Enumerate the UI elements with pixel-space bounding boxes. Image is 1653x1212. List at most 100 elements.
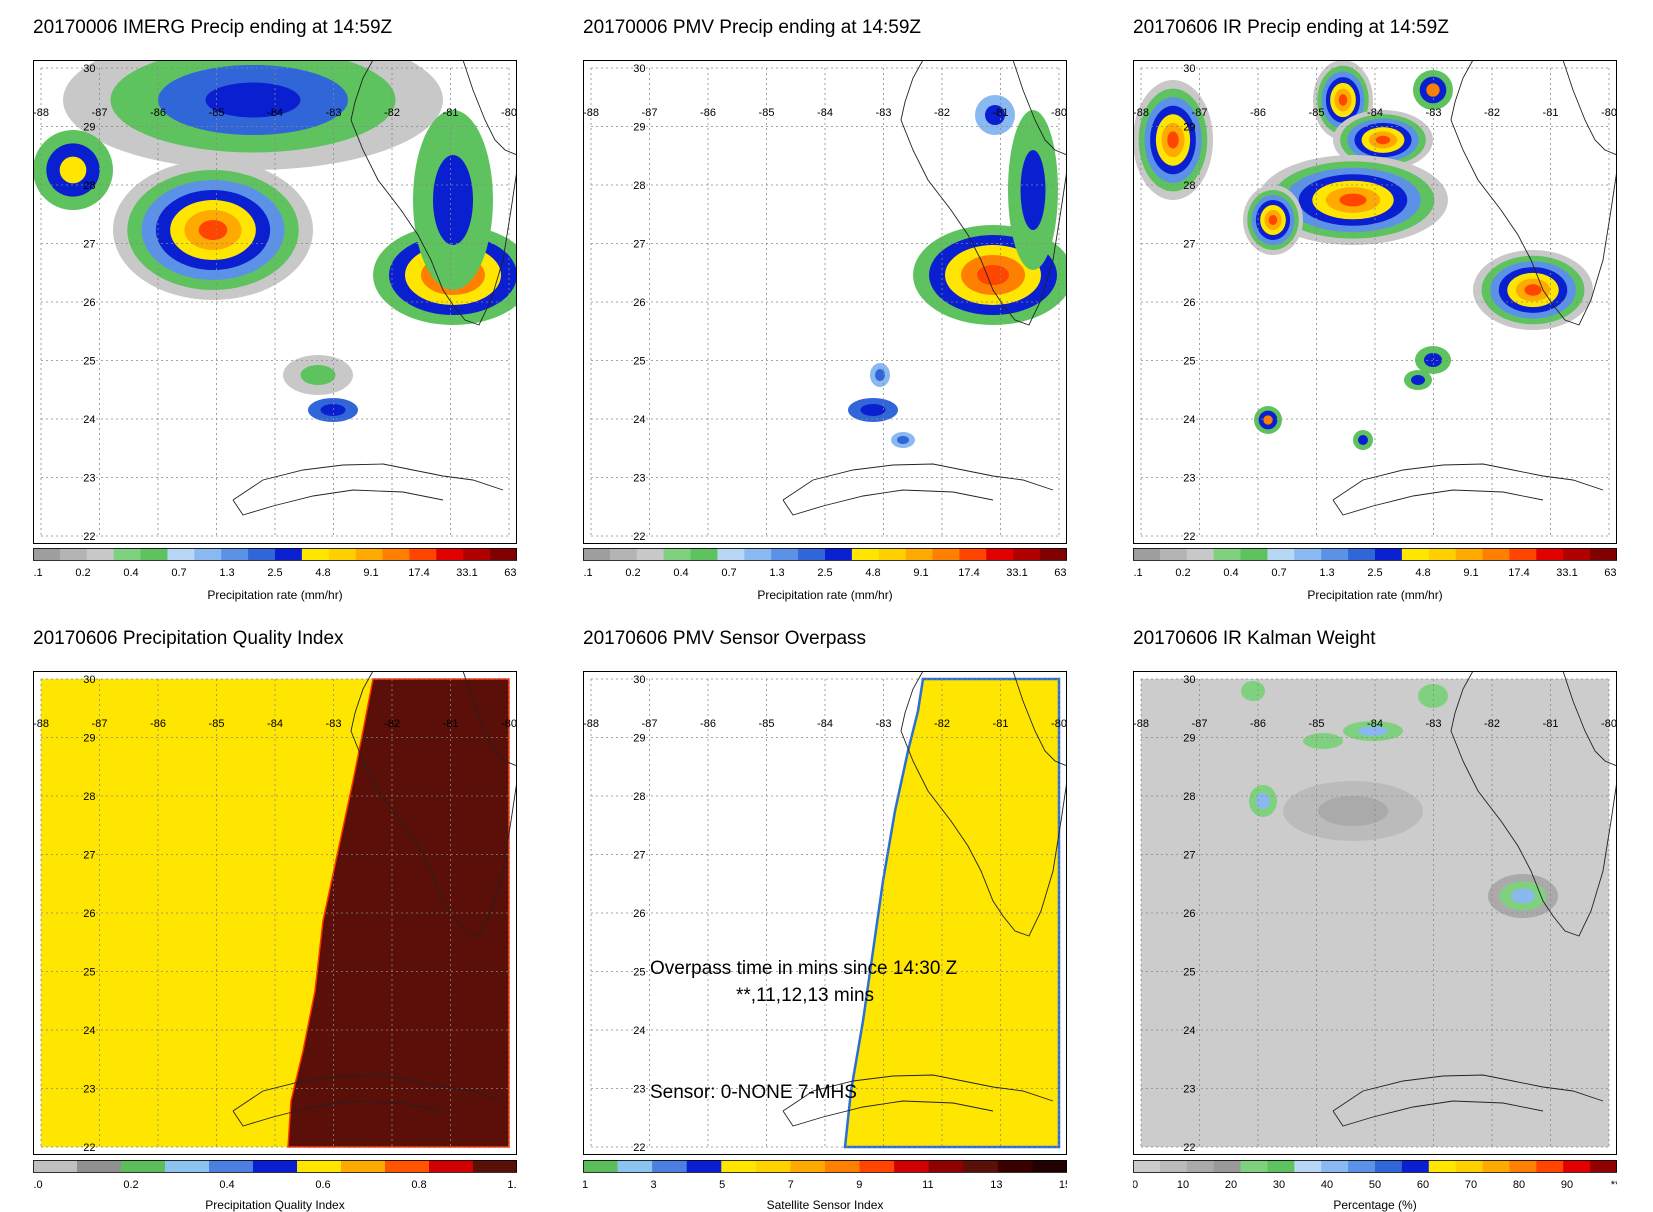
colorbar-swatch [409,548,437,560]
colorbar-swatch [790,1160,826,1172]
lon-tick-label: -85 [759,718,775,730]
colorbar-tick-label: 5 [719,1179,725,1191]
colorbar-imerg: 0.1 0.2 0.4 0.7 1.3 2.5 4.8 9.1 17.4 33.1 63.1 [27,548,526,589]
lon-tick-label: -87 [1192,107,1208,119]
lat-tick-label: 29 [633,122,645,134]
lat-tick-label: 26 [1183,297,1195,309]
colorbar-tick-label: 63.1 [1054,567,1067,579]
lon-tick-label: -87 [92,718,108,730]
colorbar-swatch [297,1160,342,1172]
colorbar-label-kalman: Percentage (%) [1333,1198,1417,1212]
colorbar-swatch [959,548,987,560]
colorbar-swatch [1032,1160,1068,1172]
lon-tick-label: -86 [1250,107,1266,119]
lat-tick-label: 27 [1183,239,1195,251]
colorbar-tick-label: 17.4 [958,567,979,579]
lat-tick-label: 30 [633,63,645,75]
overpass-time-note: Overpass time in mins since 14:30 Z [650,958,958,979]
lon-tick-label: -87 [92,107,108,119]
lat-tick-label: 28 [633,791,645,803]
colorbar-tick-label: 9.1 [913,567,928,579]
colorbar-tick-label: 30 [1273,1179,1285,1191]
colorbar-tick-label: 1.0 [507,1179,517,1191]
lat-tick-label: 25 [1183,356,1195,368]
colorbar-swatch [1133,1160,1161,1172]
colorbar-tick-label: 0.6 [315,1179,330,1191]
colorbar-swatch [928,1160,964,1172]
lon-tick-label: -86 [700,718,716,730]
lon-tick-label: -83 [326,107,342,119]
colorbar-tick-label: 0.0 [33,1179,43,1191]
panel-title-ir: 20170606 IR Precip ending at 14:59Z [1133,17,1449,38]
lon-tick-label: -81 [443,107,459,119]
lat-tick-label: 22 [1183,1142,1195,1154]
colorbar-swatch [221,548,249,560]
colorbar-swatch [385,1160,430,1172]
lon-tick-label: -82 [384,107,400,119]
lat-tick-label: 25 [633,967,645,979]
sensor-legend-note: Sensor: 0-NONE 7-MHS [650,1082,857,1103]
colorbar-tick-label: 0.4 [673,567,688,579]
panel-title-overpass: 20170606 PMV Sensor Overpass [583,628,867,649]
lat-tick-label: 24 [633,1025,645,1037]
panel-title-imerg: 20170006 IMERG Precip ending at 14:59Z [33,17,393,38]
colorbar-tick-label: 0.1 [583,567,593,579]
colorbar-tick-label: 2.5 [817,567,832,579]
lat-tick-label: 26 [83,297,95,309]
colorbar-swatch [1186,1160,1215,1172]
lon-tick-label: -88 [583,718,599,730]
lat-tick-label: 25 [83,356,95,368]
colorbar-tick-label: 1.3 [219,567,234,579]
colorbar-tick-label: 1 [583,1179,588,1191]
lon-tick-label: -82 [934,718,950,730]
colorbar-swatch [1186,548,1215,560]
colorbar-swatch [1482,1160,1510,1172]
colorbar-swatch [429,1160,474,1172]
lat-tick-label: 24 [1183,414,1195,426]
colorbar-swatch [1375,1160,1403,1172]
colorbar-tick-label: 3 [651,1179,657,1191]
colorbar-tick-label: 17.4 [408,567,429,579]
map-ir-precip: -88 -87 -86 -85 -84 -83 -82 -81 -80 30 29 28 27 26 25 2… [1133,60,1617,544]
lat-tick-label: 30 [1183,674,1195,686]
lat-tick-label: 24 [1183,1025,1195,1037]
lat-tick-label: 29 [83,122,95,134]
colorbar-swatch [825,1160,861,1172]
map-kalman-weight: -88 -87 -86 -85 -84 -83 -82 -81 -80 30 29 28 27 26 25 2… [1133,671,1617,1155]
lon-tick-label: -84 [817,107,833,119]
colorbar-swatch [1482,548,1510,560]
map-imerg-precip: -88 -87 -86 -85 -84 -83 -82 -81 -80 30 29 28 27 26 25 2… [33,60,517,544]
colorbar-swatch [1509,1160,1537,1172]
colorbar-tick-label: 17.4 [1508,567,1529,579]
colorbar-tick-label: 0.8 [411,1179,426,1191]
lon-tick-label: -82 [1484,718,1500,730]
lon-tick-label: -80 [1051,107,1067,119]
lat-tick-label: 23 [83,473,95,485]
colorbar-swatch [463,548,491,560]
colorbar-pmv: 0.1 0.2 0.4 0.7 1.3 2.5 4.8 9.1 17.4 33.1 63.1 [577,548,1076,589]
colorbar-swatch [1321,548,1349,560]
colorbar-swatch [1563,548,1591,560]
lon-tick-label: -85 [1309,718,1325,730]
colorbar-tick-label: 9.1 [1463,567,1478,579]
colorbar-swatch [328,548,357,560]
colorbar-swatch [1401,548,1430,560]
colorbar-swatch [1213,1160,1242,1172]
colorbar-swatch [1040,548,1068,560]
lon-tick-label: -80 [1601,107,1617,119]
colorbar-swatch [167,548,195,560]
lon-tick-label: -80 [501,718,517,730]
colorbar-swatch [997,1160,1033,1172]
colorbar-swatch [1401,1160,1430,1172]
lon-tick-label: -85 [209,718,225,730]
colorbar-swatch [1590,1160,1618,1172]
colorbar-swatch [636,548,665,560]
colorbar-swatch [341,1160,386,1172]
colorbar-tick-label: 4.8 [1415,567,1430,579]
colorbar-tick-label: 70 [1465,1179,1477,1191]
colorbar-tick-label: 20 [1225,1179,1237,1191]
colorbar-swatch [755,1160,791,1172]
lat-tick-label: 27 [633,239,645,251]
lon-tick-label: -80 [1051,718,1067,730]
colorbar-swatch [690,548,718,560]
